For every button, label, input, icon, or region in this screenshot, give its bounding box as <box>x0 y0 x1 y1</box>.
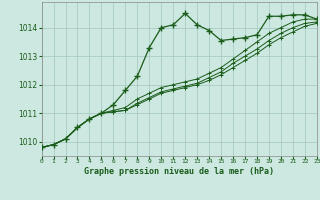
X-axis label: Graphe pression niveau de la mer (hPa): Graphe pression niveau de la mer (hPa) <box>84 167 274 176</box>
